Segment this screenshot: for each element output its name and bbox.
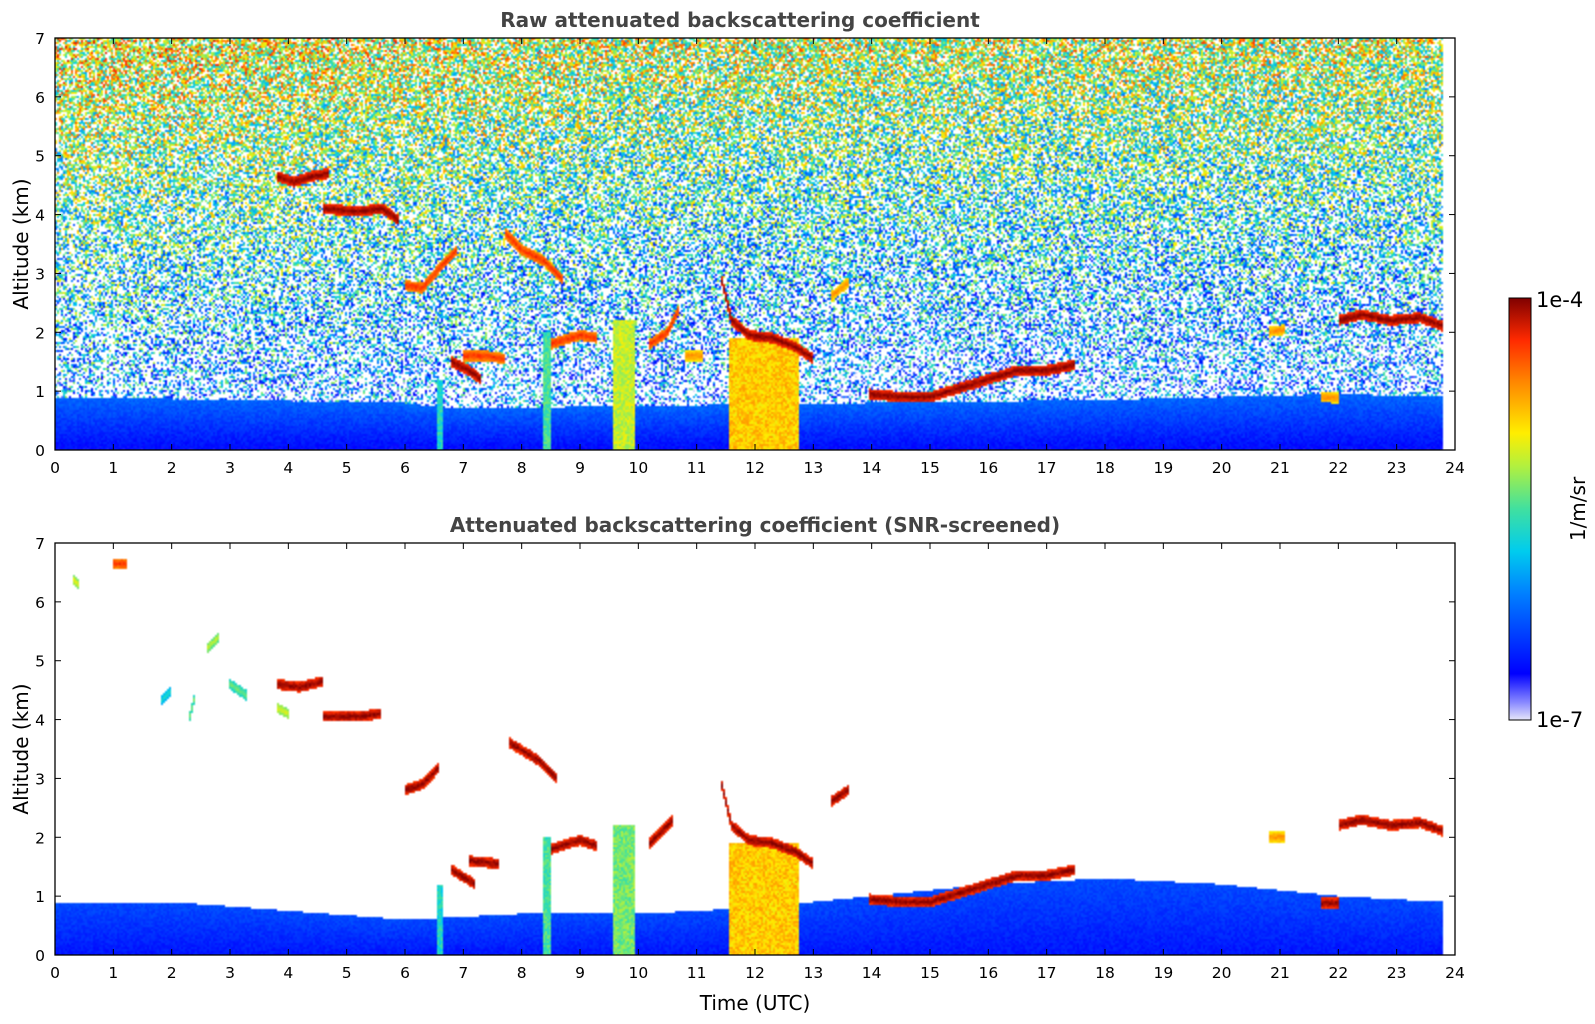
x-tick-label: 20 xyxy=(1212,459,1232,477)
x-tick-label: 13 xyxy=(803,964,823,982)
snr-screened-panel: Attenuated backscattering coefficient (S… xyxy=(9,513,1465,1015)
x-tick-label: 22 xyxy=(1328,459,1348,477)
y-axis-label: Altitude (km) xyxy=(9,178,33,309)
x-tick-label: 24 xyxy=(1445,459,1465,477)
x-tick-label: 9 xyxy=(575,964,585,982)
y-tick-label: 2 xyxy=(35,829,45,847)
x-tick-label: 12 xyxy=(745,459,765,477)
y-tick-label: 6 xyxy=(35,89,45,107)
axis-ticks: 0 1 2 3 4 5 6 7 8 9 10 11 12 13 14 15 16 17 18 19 20 21 22 23 24… xyxy=(35,30,1465,477)
x-tick-label: 1 xyxy=(108,964,118,982)
x-tick-label: 17 xyxy=(1037,459,1057,477)
x-tick-label: 21 xyxy=(1270,964,1290,982)
y-tick-label: 1 xyxy=(35,383,45,401)
y-tick-label: 4 xyxy=(35,712,45,730)
x-tick-label: 1 xyxy=(108,459,118,477)
colorbar-gradient xyxy=(1508,297,1532,721)
panel-title: Attenuated backscattering coefficient (S… xyxy=(450,513,1060,537)
x-tick-label: 19 xyxy=(1153,964,1173,982)
x-tick-label: 14 xyxy=(862,459,882,477)
backscatter-heatmap xyxy=(55,38,1455,450)
x-tick-label: 11 xyxy=(687,459,707,477)
x-tick-label: 7 xyxy=(458,964,468,982)
x-axis-label: Time (UTC) xyxy=(699,991,811,1015)
x-tick-label: 17 xyxy=(1037,964,1057,982)
y-tick-label: 0 xyxy=(35,947,45,965)
x-tick-label: 2 xyxy=(167,964,177,982)
x-tick-label: 15 xyxy=(920,964,940,982)
x-tick-label: 6 xyxy=(400,459,410,477)
x-tick-label: 23 xyxy=(1387,459,1407,477)
colorbar: 1e-4 1e-7 1/m/sr xyxy=(1508,288,1590,732)
x-tick-label: 0 xyxy=(50,964,60,982)
y-axis-label: Altitude (km) xyxy=(9,683,33,814)
panel-title: Raw attenuated backscattering coefficien… xyxy=(500,8,980,32)
x-tick-label: 5 xyxy=(342,459,352,477)
y-tick-label: 5 xyxy=(35,148,45,166)
x-tick-label: 11 xyxy=(687,964,707,982)
x-tick-label: 10 xyxy=(628,964,648,982)
x-tick-label: 20 xyxy=(1212,964,1232,982)
x-tick-label: 18 xyxy=(1095,964,1115,982)
x-tick-label: 16 xyxy=(978,964,998,982)
raw-backscatter-panel: Raw attenuated backscattering coefficien… xyxy=(9,8,1465,477)
y-tick-label: 7 xyxy=(35,30,45,48)
x-tick-label: 7 xyxy=(458,459,468,477)
x-tick-label: 3 xyxy=(225,964,235,982)
x-tick-label: 4 xyxy=(283,964,293,982)
x-tick-label: 0 xyxy=(50,459,60,477)
y-tick-label: 0 xyxy=(35,442,45,460)
backscatter-heatmap xyxy=(55,543,1455,955)
x-tick-label: 9 xyxy=(575,459,585,477)
y-tick-label: 6 xyxy=(35,594,45,612)
x-tick-label: 22 xyxy=(1328,964,1348,982)
x-tick-label: 3 xyxy=(225,459,235,477)
x-tick-label: 8 xyxy=(517,964,527,982)
y-tick-label: 3 xyxy=(35,770,45,788)
axis-ticks: 0 1 2 3 4 5 6 7 8 9 10 11 12 13 14 15 16 17 18 19 20 21 22 23 24… xyxy=(35,535,1465,982)
x-tick-label: 6 xyxy=(400,964,410,982)
x-tick-label: 10 xyxy=(628,459,648,477)
colorbar-max-label: 1e-4 xyxy=(1536,288,1583,312)
y-tick-label: 1 xyxy=(35,888,45,906)
colorbar-unit-label: 1/m/sr xyxy=(1566,476,1590,541)
x-tick-label: 23 xyxy=(1387,964,1407,982)
x-tick-label: 21 xyxy=(1270,459,1290,477)
y-tick-label: 4 xyxy=(35,207,45,225)
x-tick-label: 8 xyxy=(517,459,527,477)
x-tick-label: 16 xyxy=(978,459,998,477)
x-tick-label: 14 xyxy=(862,964,882,982)
y-tick-label: 5 xyxy=(35,653,45,671)
x-tick-label: 18 xyxy=(1095,459,1115,477)
x-tick-label: 12 xyxy=(745,964,765,982)
x-tick-label: 2 xyxy=(167,459,177,477)
x-tick-label: 4 xyxy=(283,459,293,477)
x-tick-label: 24 xyxy=(1445,964,1465,982)
x-tick-label: 5 xyxy=(342,964,352,982)
colorbar-min-label: 1e-7 xyxy=(1536,708,1583,732)
y-tick-label: 7 xyxy=(35,535,45,553)
x-tick-label: 19 xyxy=(1153,459,1173,477)
x-tick-label: 13 xyxy=(803,459,823,477)
x-tick-label: 15 xyxy=(920,459,940,477)
y-tick-label: 3 xyxy=(35,265,45,283)
y-tick-label: 2 xyxy=(35,324,45,342)
